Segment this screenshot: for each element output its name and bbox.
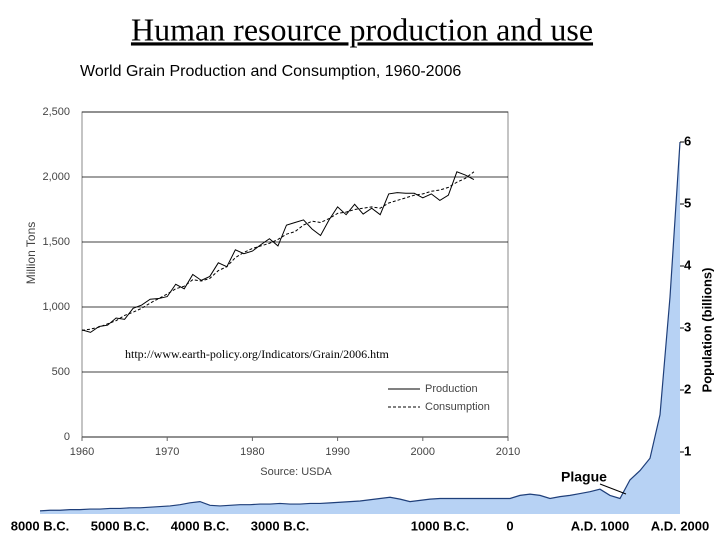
series-line: [81, 171, 475, 333]
plague-label: Plague: [561, 469, 607, 485]
y-tick-label: 2,000: [42, 171, 70, 183]
x-tick-label: 1980: [240, 446, 264, 458]
y-tick-label: 2,500: [42, 106, 70, 118]
slide-title: Human resource production and use: [131, 11, 593, 47]
x-tick-label: A.D. 1000: [571, 518, 630, 533]
x-tick-label: 4000 B.C.: [171, 518, 230, 533]
x-tick-label: 1000 B.C.: [411, 518, 470, 533]
chart-title: World Grain Production and Consumption, …: [80, 63, 461, 80]
series-line: [81, 171, 475, 331]
y-tick-label: 5: [684, 195, 691, 210]
y-axis-label: Population (billions): [699, 268, 714, 393]
y-tick-label: 0: [64, 431, 70, 443]
population-area: [40, 142, 680, 514]
x-tick-label: 1960: [70, 446, 94, 458]
y-tick-label: 3: [684, 319, 691, 334]
y-tick-label: 1,500: [42, 236, 70, 248]
x-tick-label: 2010: [496, 446, 520, 458]
y-tick-label: 4: [684, 257, 692, 272]
legend-label: Production: [425, 383, 478, 395]
population-line: [39, 141, 681, 512]
y-axis-label: Million Tons: [24, 222, 38, 284]
y-tick-label: 6: [684, 133, 691, 148]
y-tick-label: 2: [684, 381, 691, 396]
y-tick-label: 500: [52, 366, 70, 378]
y-tick-label: 1,000: [42, 301, 70, 313]
source-label: Source: USDA: [260, 466, 332, 478]
x-tick-label: 8000 B.C.: [11, 518, 70, 533]
x-tick-label: 2000: [411, 446, 435, 458]
x-tick-label: 0: [506, 518, 513, 533]
x-tick-label: 1990: [325, 446, 349, 458]
x-tick-label: A.D. 2000: [651, 518, 710, 533]
x-tick-label: 5000 B.C.: [91, 518, 150, 533]
plague-arrow: [599, 483, 627, 495]
y-tick-label: 1: [684, 443, 691, 458]
x-tick-label: 3000 B.C.: [251, 518, 310, 533]
url-annotation: http://www.earth-policy.org/Indicators/G…: [125, 347, 390, 361]
x-tick-label: 1970: [155, 446, 179, 458]
legend-label: Consumption: [425, 401, 490, 413]
